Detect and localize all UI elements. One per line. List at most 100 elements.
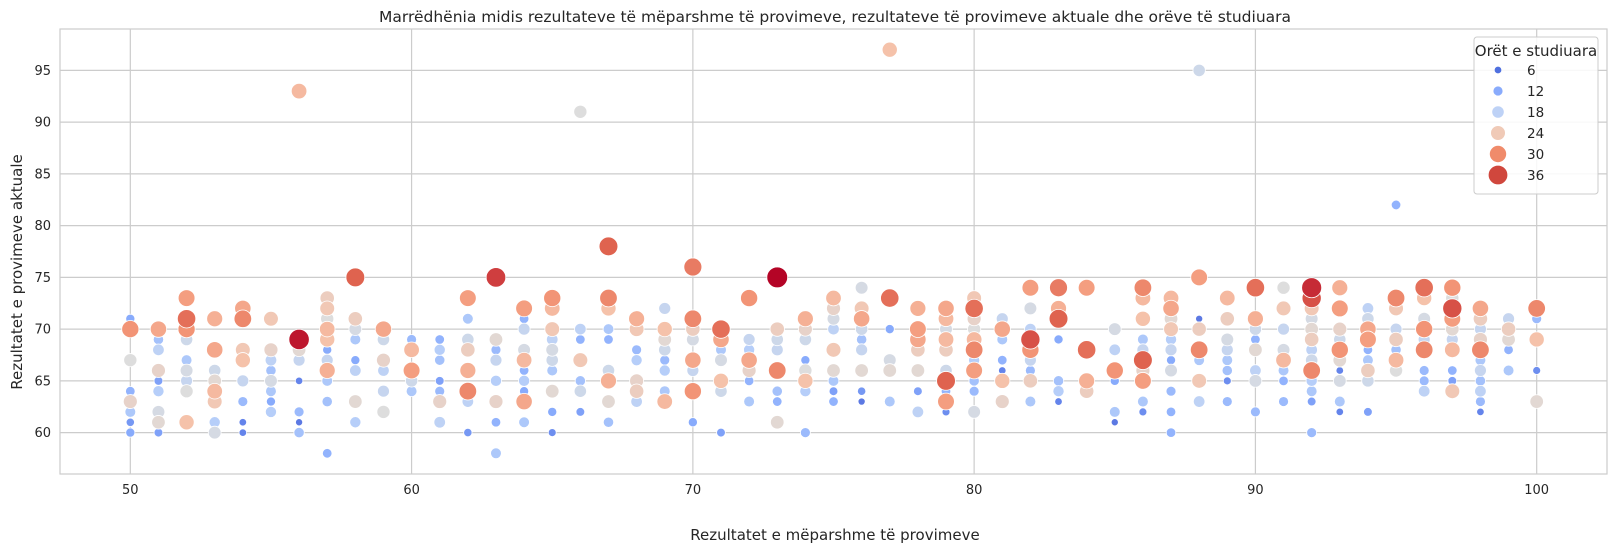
scatter-point — [740, 351, 758, 369]
scatter-point — [490, 417, 502, 428]
scatter-point — [1415, 320, 1434, 339]
scatter-point — [1134, 372, 1152, 390]
scatter-point — [322, 448, 333, 459]
scatter-point — [1164, 363, 1178, 378]
scatter-point — [1276, 280, 1291, 295]
scatter-point — [881, 41, 898, 58]
scatter-point — [1110, 418, 1119, 427]
scatter-point — [1302, 361, 1321, 380]
scatter-point — [968, 385, 980, 397]
scatter-point — [1077, 340, 1097, 360]
scatter-point — [1386, 288, 1406, 308]
scatter-point — [264, 374, 278, 388]
scatter-point — [628, 310, 646, 328]
scatter-point — [683, 309, 703, 328]
scatter-point — [659, 354, 671, 366]
scatter-point — [151, 363, 166, 378]
scatter-point — [547, 428, 557, 438]
legend-entries: 6 12 18 24 30 36 — [1487, 63, 1544, 186]
scatter-point — [997, 354, 1008, 366]
scatter-point — [1137, 333, 1149, 346]
scatter-point — [1052, 375, 1065, 387]
scatter-point — [1532, 366, 1542, 375]
scatter-point — [347, 311, 363, 327]
scatter-point — [883, 395, 896, 408]
scatter-point — [1248, 342, 1263, 358]
scatter-point — [1024, 395, 1037, 408]
scatter-point — [909, 320, 927, 338]
scatter-point — [1363, 407, 1373, 417]
scatter-point — [1418, 375, 1430, 387]
scatter-point — [1471, 299, 1490, 318]
scatter-point — [1165, 427, 1177, 438]
scatter-point — [825, 342, 842, 358]
scatter-point — [515, 392, 533, 411]
scatter-point — [1500, 321, 1517, 337]
scatter-point — [1138, 407, 1148, 417]
scatter-point — [206, 310, 224, 328]
scatter-point — [853, 310, 871, 328]
scatter-point — [543, 289, 562, 308]
scatter-point — [233, 309, 253, 328]
scatter-point — [964, 340, 984, 360]
scatter-point — [350, 355, 361, 366]
scatter-point — [1471, 340, 1490, 360]
scatter-point — [518, 416, 530, 429]
scatter-point — [1163, 321, 1179, 337]
scatter-point — [544, 321, 561, 337]
scatter-point — [854, 280, 869, 295]
scatter-point — [1052, 385, 1065, 398]
scatter-point — [294, 376, 304, 386]
scatter-point — [1443, 278, 1462, 297]
x-tick-label: 50 — [122, 483, 139, 498]
legend: Orët e studiuara 6 12 18 24 30 36 — [1473, 36, 1599, 195]
scatter-point — [433, 343, 446, 356]
scatter-point — [687, 417, 698, 428]
scatter-point — [349, 416, 362, 429]
scatter-point — [882, 363, 897, 378]
scatter-point — [800, 355, 811, 366]
scatter-point — [602, 323, 615, 335]
scatter-point — [485, 267, 507, 288]
scatter-point — [825, 289, 842, 307]
scatter-point — [1137, 395, 1149, 408]
scatter-point — [911, 405, 925, 419]
scatter-point — [656, 321, 673, 338]
scatter-point — [1078, 372, 1096, 390]
scatter-point — [547, 406, 558, 417]
scatter-point — [1221, 396, 1233, 407]
scatter-point — [178, 414, 195, 431]
x-axis-label: Rezultatet e mëparshme të provimeve — [690, 526, 979, 544]
scatter-point — [656, 393, 673, 410]
scatter-points — [121, 41, 1546, 460]
scatter-point — [1527, 299, 1546, 318]
scatter-point — [1306, 427, 1318, 439]
scatter-point — [1248, 374, 1263, 388]
scatter-point — [1049, 278, 1068, 298]
scatter-point — [1133, 350, 1153, 370]
scatter-point — [290, 82, 308, 100]
scatter-point — [1195, 314, 1204, 323]
scatter-point — [598, 236, 619, 257]
scatter-point — [1020, 329, 1041, 350]
scatter-point — [772, 396, 783, 407]
scatter-point — [1190, 268, 1208, 287]
scatter-point — [179, 363, 194, 378]
scatter-point — [937, 331, 955, 348]
scatter-point — [712, 372, 729, 389]
scatter-point — [1053, 334, 1064, 345]
scatter-point — [937, 392, 955, 411]
scatter-point — [1442, 298, 1463, 319]
legend-title: Orët e studiuara — [1475, 42, 1597, 60]
scatter-point — [177, 289, 196, 307]
scatter-point — [462, 312, 474, 325]
scatter-point — [1048, 308, 1069, 329]
scatter-point — [994, 372, 1011, 389]
scatter-point — [683, 257, 703, 277]
scatter-point — [433, 416, 446, 429]
scatter-point — [994, 394, 1010, 409]
scatter-point — [179, 384, 194, 399]
x-tick-label: 80 — [966, 483, 983, 498]
scatter-point — [1275, 300, 1292, 317]
legend-marker — [1490, 125, 1506, 141]
